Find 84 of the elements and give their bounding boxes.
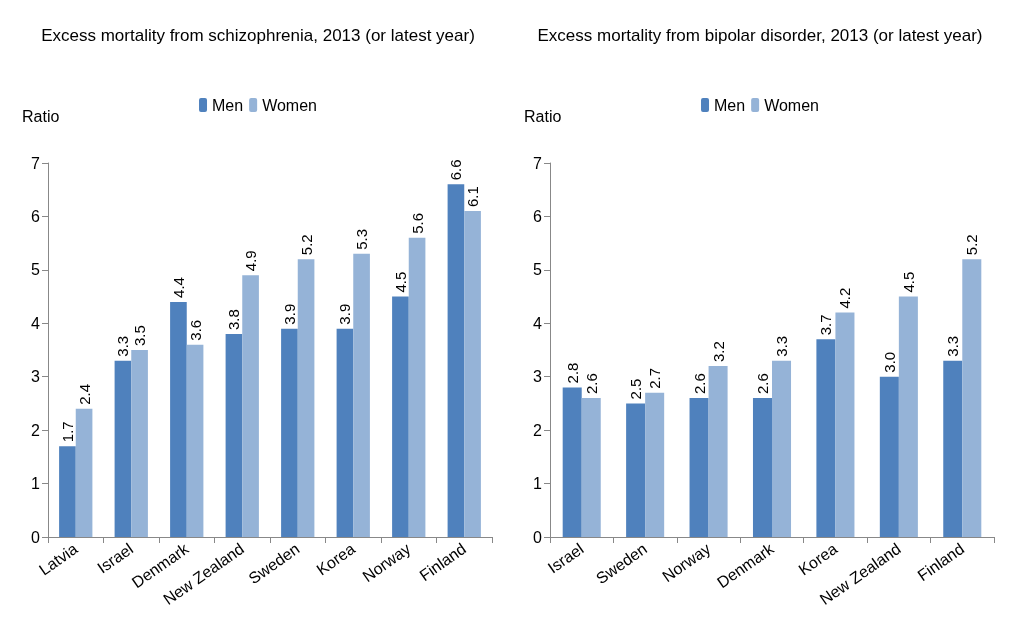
data-label: 6.1 xyxy=(464,186,482,208)
bar xyxy=(645,392,665,537)
chart-title: Excess mortality from schizophrenia, 2013 (or latest year) xyxy=(41,25,475,45)
bar xyxy=(708,366,728,537)
legend-label: Women xyxy=(262,96,317,114)
data-label: 5.3 xyxy=(353,228,371,250)
bar xyxy=(581,398,601,537)
bar xyxy=(879,376,899,537)
data-label: 5.2 xyxy=(297,234,315,256)
data-label: 2.6 xyxy=(753,373,771,395)
bar xyxy=(353,253,370,537)
bar xyxy=(242,275,259,537)
data-label: 2.7 xyxy=(646,367,664,389)
data-label: 6.6 xyxy=(447,159,465,181)
data-label: 1.7 xyxy=(58,421,76,443)
data-label: 4.5 xyxy=(391,271,409,293)
data-label: 3.3 xyxy=(114,335,132,357)
y-tick-label: 3 xyxy=(31,368,41,386)
legend-label: Women xyxy=(764,96,819,114)
y-tick-label: 3 xyxy=(533,368,543,386)
y-tick-label: 5 xyxy=(31,261,41,279)
data-label: 3.2 xyxy=(709,341,727,363)
data-label: 3.0 xyxy=(880,351,898,373)
data-label: 3.9 xyxy=(280,303,298,325)
bar xyxy=(59,446,76,537)
bar xyxy=(336,328,354,537)
data-label: 2.5 xyxy=(627,378,645,400)
bar xyxy=(297,259,315,537)
legend-label: Men xyxy=(212,96,244,114)
y-tick-label: 1 xyxy=(533,475,543,493)
bar xyxy=(75,408,93,537)
data-label: 4.9 xyxy=(242,250,260,272)
y-tick-label: 5 xyxy=(533,261,543,279)
data-label: 3.9 xyxy=(336,303,354,325)
data-label: 2.4 xyxy=(75,383,93,405)
bar xyxy=(464,211,481,537)
y-tick-label: 0 xyxy=(31,528,41,546)
bar xyxy=(626,403,646,537)
bar xyxy=(114,360,132,537)
y-tick-label: 2 xyxy=(31,421,41,439)
bar xyxy=(170,301,187,537)
data-label: 3.6 xyxy=(186,319,204,341)
bar xyxy=(408,237,426,537)
data-label: 4.4 xyxy=(169,277,187,298)
bar xyxy=(281,328,298,537)
y-tick-label: 1 xyxy=(31,475,41,493)
data-label: 2.6 xyxy=(690,373,708,395)
data-label: 3.3 xyxy=(944,335,962,357)
y-tick-label: 6 xyxy=(31,207,41,225)
bar xyxy=(447,184,465,537)
y-tick-label: 2 xyxy=(533,421,543,439)
bar xyxy=(835,312,855,537)
bar xyxy=(562,387,582,537)
y-axis-title: Ratio xyxy=(524,107,562,125)
data-label: 3.3 xyxy=(773,335,791,357)
data-label: 3.7 xyxy=(817,314,835,336)
data-label: 2.6 xyxy=(582,373,600,395)
bar xyxy=(816,339,836,537)
y-tick-label: 4 xyxy=(533,314,543,332)
bar xyxy=(898,296,918,537)
data-label: 5.6 xyxy=(408,212,426,234)
bar xyxy=(689,398,709,537)
data-label: 5.2 xyxy=(963,234,981,256)
data-label: 3.8 xyxy=(225,309,243,330)
bar xyxy=(943,360,963,537)
bar xyxy=(225,333,243,537)
y-axis-title: Ratio xyxy=(22,107,60,125)
y-tick-label: 7 xyxy=(31,154,41,172)
bar xyxy=(752,398,772,537)
y-tick-label: 7 xyxy=(533,154,543,172)
bar xyxy=(392,296,409,537)
y-tick-label: 4 xyxy=(31,314,41,332)
bar xyxy=(186,344,204,537)
legend-label: Men xyxy=(714,96,746,114)
data-label: 3.5 xyxy=(131,325,149,346)
data-label: 4.2 xyxy=(836,287,854,309)
y-tick-label: 6 xyxy=(533,207,543,225)
y-tick-label: 0 xyxy=(533,528,543,546)
data-label: 2.8 xyxy=(563,362,581,384)
data-label: 4.5 xyxy=(899,271,917,293)
bar xyxy=(962,259,982,537)
bar xyxy=(772,360,792,537)
bar xyxy=(131,350,148,537)
chart-title: Excess mortality from bipolar disorder, 2013 (or latest year) xyxy=(537,25,983,45)
